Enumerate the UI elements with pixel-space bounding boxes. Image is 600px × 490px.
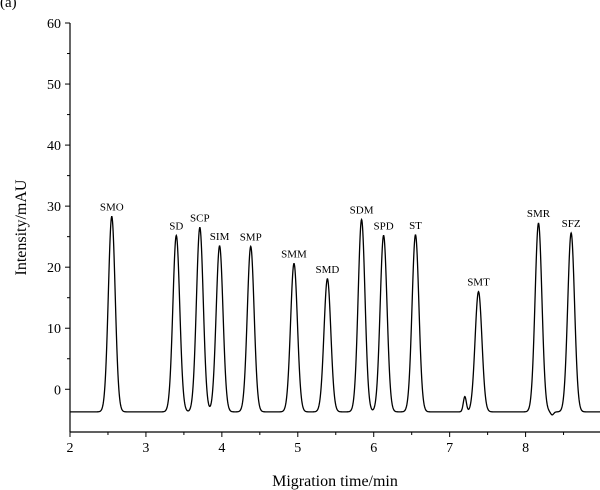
peak-label: SCP — [190, 213, 210, 225]
x-tick-label: 3 — [142, 441, 149, 456]
peak-label: SD — [169, 220, 183, 232]
peak-label: SDM — [350, 205, 374, 217]
y-tick-label: 50 — [47, 78, 61, 93]
y-tick-label: 30 — [47, 200, 61, 215]
x-tick-label: 5 — [294, 441, 301, 456]
peak-label: SFZ — [562, 218, 581, 230]
y-tick-label: 60 — [47, 17, 61, 32]
y-tick-label: 40 — [47, 139, 61, 154]
figure-label: (a) — [0, 0, 17, 11]
peak-label: SMM — [281, 249, 307, 261]
x-tick-label: 2 — [67, 441, 74, 456]
peak-label: SMP — [240, 231, 262, 243]
chromatogram-trace — [70, 216, 600, 416]
ticks: 0 10 20 30 40 50 60 2 3 4 5 6 7 8 — [47, 17, 565, 456]
y-tick-label: 20 — [47, 261, 61, 276]
y-axis-title: Intensity/mAU — [13, 179, 30, 275]
axes — [69, 23, 600, 433]
x-tick-label: 4 — [218, 441, 225, 456]
x-tick-label: 6 — [370, 441, 377, 456]
x-axis-title: Migration time/min — [272, 473, 398, 490]
y-tick-label: 10 — [47, 322, 61, 337]
y-tick-label: 0 — [54, 383, 61, 398]
peak-label: SMT — [467, 277, 490, 289]
peak-label: SMO — [100, 202, 124, 214]
peak-label: ST — [409, 220, 422, 232]
peak-label: SPD — [374, 220, 394, 232]
peak-label: SMD — [315, 264, 339, 276]
x-tick-label: 8 — [522, 441, 529, 456]
peak-label: SMR — [527, 208, 551, 220]
x-tick-label: 7 — [446, 441, 453, 456]
peak-label: SIM — [210, 231, 230, 243]
